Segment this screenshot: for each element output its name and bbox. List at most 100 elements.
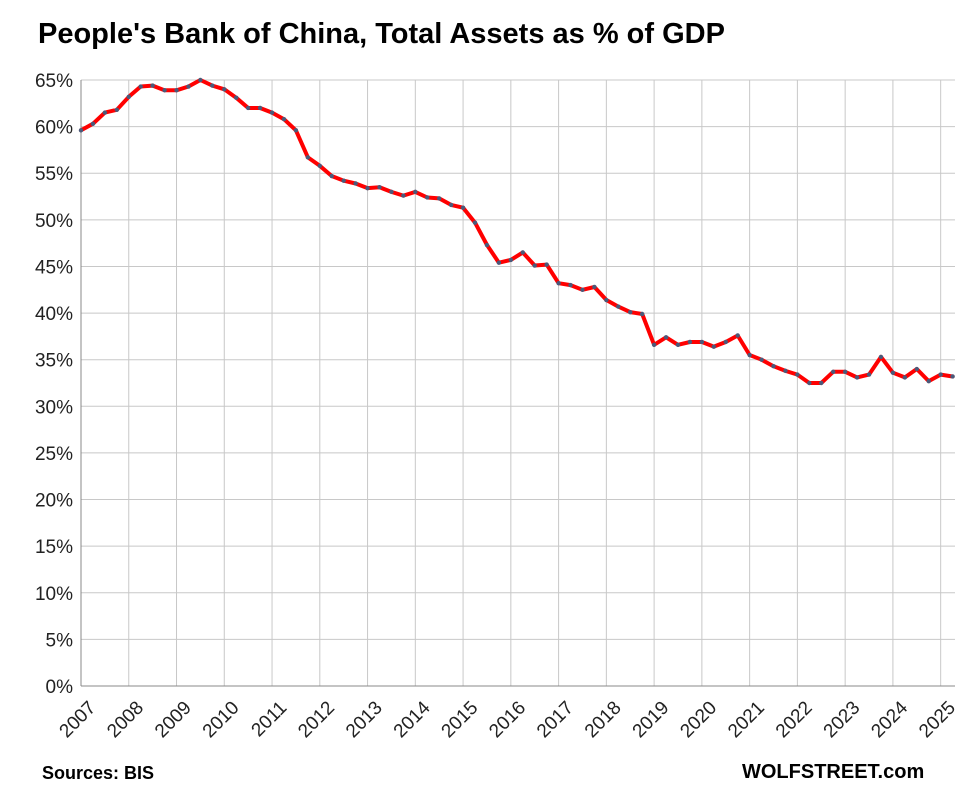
data-point	[389, 189, 394, 195]
data-point	[950, 374, 955, 379]
y-tick-label: 0%	[46, 677, 74, 698]
data-point	[747, 352, 752, 358]
x-tick-label: 2015	[438, 697, 483, 742]
y-axis-tick-labels: 0% 5% 10% 15% 20% 25% 30% 35% 40% 45% 50% 55% 60% 65%	[35, 71, 73, 698]
data-point	[365, 185, 370, 191]
data-point	[699, 339, 705, 345]
y-tick-label: 15%	[35, 537, 73, 558]
data-point	[460, 205, 466, 210]
data-point	[317, 163, 322, 168]
x-tick-label: 2009	[151, 697, 196, 742]
data-point	[759, 357, 764, 362]
data-point	[711, 344, 717, 349]
data-point	[568, 282, 573, 288]
source-note: Sources: BIS	[42, 763, 155, 783]
data-point	[222, 87, 227, 92]
data-point	[771, 364, 776, 369]
x-tick-label: 2017	[533, 697, 578, 742]
data-point	[663, 335, 669, 340]
data-point	[783, 368, 788, 374]
data-point	[592, 284, 597, 290]
data-point	[890, 370, 896, 375]
x-tick-label: 2016	[485, 697, 530, 742]
data-point	[436, 196, 442, 201]
data-point	[245, 105, 251, 111]
x-axis-tick-labels: 2007 2008 2009 2010 2011 2012 2013 2014 2015 2016…	[56, 697, 960, 742]
data-point	[532, 263, 537, 268]
series-line	[79, 78, 955, 385]
x-tick-label: 2024	[867, 697, 912, 742]
data-point	[425, 195, 430, 200]
data-point	[902, 375, 908, 380]
data-point	[926, 378, 931, 384]
data-point	[866, 372, 872, 377]
data-point	[628, 309, 633, 315]
data-point	[162, 88, 167, 93]
data-point	[305, 155, 311, 160]
y-tick-label: 60%	[35, 118, 73, 139]
data-point	[174, 88, 179, 93]
y-tick-label: 20%	[35, 491, 73, 512]
y-tick-label: 35%	[35, 351, 73, 372]
data-point	[854, 375, 860, 380]
data-point	[723, 339, 728, 345]
data-point	[198, 77, 203, 83]
x-tick-label: 2023	[820, 697, 865, 742]
data-point	[269, 110, 275, 115]
x-tick-label: 2020	[676, 697, 721, 742]
data-point	[401, 193, 406, 198]
y-tick-label: 25%	[35, 444, 73, 465]
series-layer	[78, 77, 955, 386]
data-point	[675, 342, 681, 347]
data-point	[377, 185, 382, 190]
brand-watermark: WOLFSTREET.com	[742, 761, 925, 783]
data-point	[210, 83, 215, 88]
data-point	[329, 173, 334, 179]
data-point	[807, 380, 812, 386]
data-point	[281, 116, 287, 122]
data-point	[102, 110, 108, 115]
x-tick-label: 2019	[629, 697, 674, 742]
data-point	[616, 304, 621, 309]
x-tick-label: 2018	[581, 697, 626, 742]
chart-title: People's Bank of China, Total Assets as …	[38, 18, 725, 50]
data-point	[914, 366, 919, 372]
x-tick-label: 2025	[915, 697, 960, 742]
data-point	[556, 281, 561, 286]
y-tick-label: 65%	[35, 71, 73, 92]
data-point	[878, 354, 884, 360]
x-tick-label: 2013	[342, 697, 387, 742]
data-point	[508, 257, 514, 263]
x-tick-label: 2010	[199, 697, 244, 742]
x-tick-label: 2008	[103, 697, 148, 742]
data-point	[938, 372, 943, 377]
data-point	[544, 262, 549, 267]
x-tick-label: 2022	[772, 697, 817, 742]
data-point	[448, 202, 454, 208]
data-point	[114, 107, 120, 113]
y-tick-label: 5%	[46, 630, 74, 651]
axis-layer	[80, 80, 955, 687]
data-point	[842, 369, 848, 375]
data-point	[257, 105, 263, 111]
data-point	[413, 189, 418, 195]
data-point	[90, 121, 96, 127]
data-point	[687, 339, 693, 345]
y-tick-label: 40%	[35, 304, 73, 325]
data-point	[639, 311, 645, 317]
data-point	[795, 372, 800, 377]
data-point	[604, 297, 609, 303]
grid-layer	[81, 79, 955, 686]
data-point	[150, 83, 155, 88]
data-point	[651, 342, 657, 347]
data-point	[484, 242, 490, 248]
x-tick-label: 2007	[56, 697, 101, 742]
data-point	[520, 250, 525, 255]
y-tick-label: 30%	[35, 397, 73, 418]
y-tick-label: 55%	[35, 164, 73, 185]
data-point	[293, 128, 299, 133]
data-point	[186, 84, 191, 89]
data-point	[78, 128, 84, 133]
x-tick-label: 2021	[724, 697, 769, 742]
y-tick-label: 45%	[35, 257, 73, 278]
